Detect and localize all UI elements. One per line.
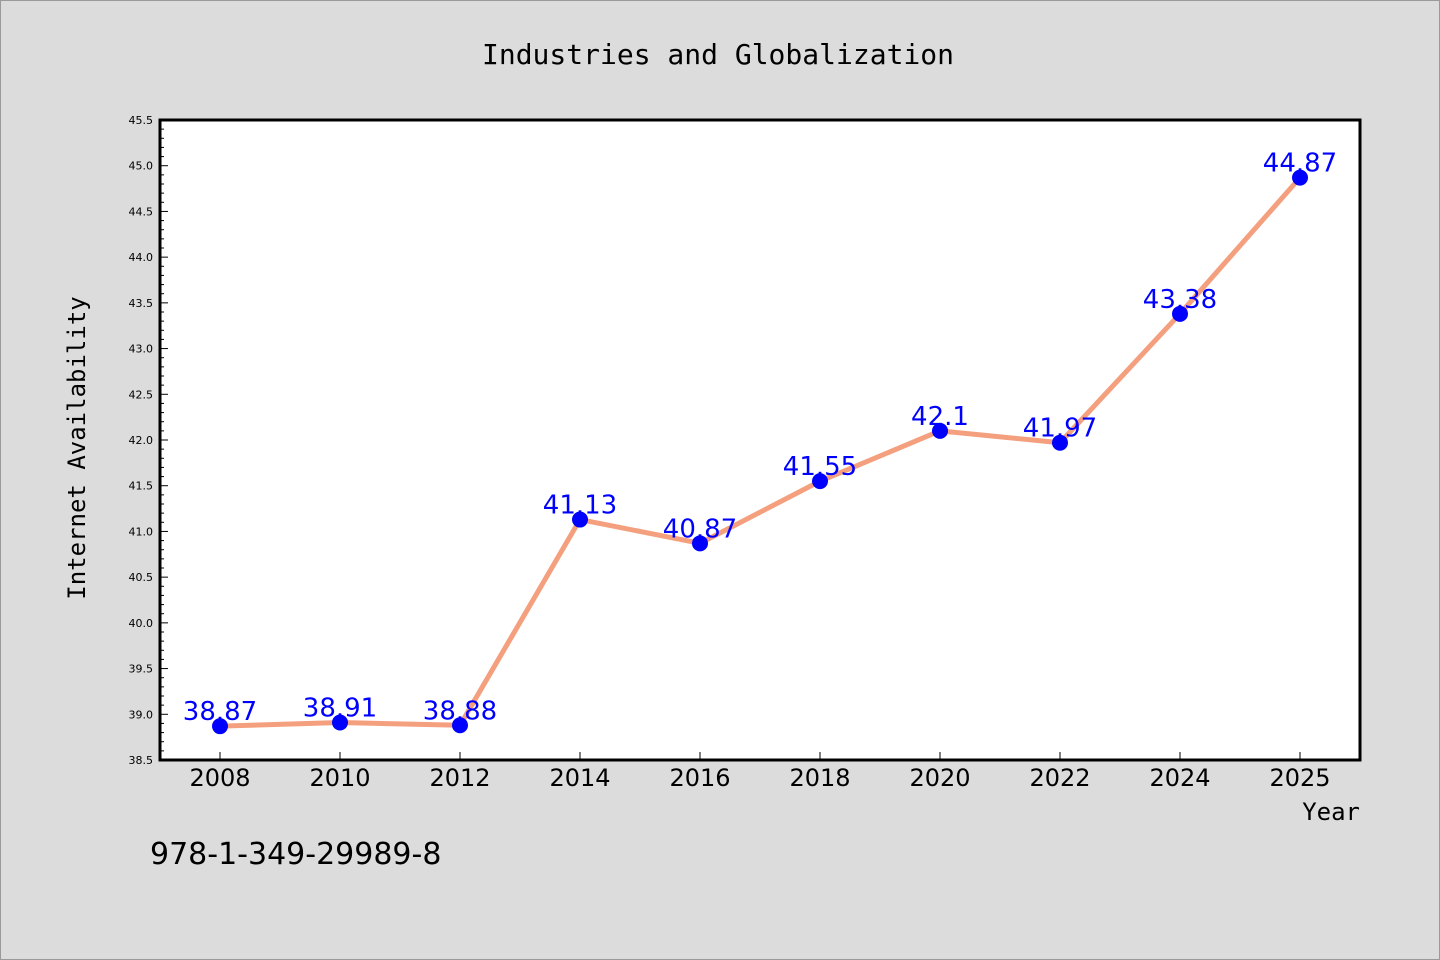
data-point	[1052, 434, 1068, 451]
x-tick-label: 2018	[789, 764, 850, 792]
y-tick-label: 43.0	[129, 343, 154, 356]
y-tick-label: 45.0	[129, 160, 154, 173]
x-axis: 2008 2010 2012 2014 2016 2018 2020 2022 2024 2025	[189, 752, 1331, 792]
y-tick-label: 40.5	[129, 571, 154, 584]
y-tick-label: 43.5	[129, 297, 154, 310]
data-label: 38.88	[423, 696, 497, 726]
y-tick-label: 44.0	[129, 251, 154, 264]
data-point	[932, 422, 948, 439]
chart-title: Industries and Globalization	[482, 38, 954, 71]
y-tick-label: 40.0	[129, 617, 154, 630]
y-tick-label: 41.5	[129, 480, 154, 493]
data-label: 42.1	[911, 402, 969, 432]
y-tick-label: 42.5	[129, 388, 154, 401]
x-tick-label: 2016	[669, 764, 730, 792]
data-point	[1292, 169, 1308, 186]
x-tick-label: 2008	[189, 764, 250, 792]
y-axis-label: Internet Availability	[63, 296, 91, 599]
x-tick-label: 2014	[549, 764, 610, 792]
data-point	[1172, 305, 1188, 322]
data-point	[332, 714, 348, 731]
series: 38.87 38.91 38.88 41.13 40.87 41.55 42.1 41.97 4…	[183, 149, 1337, 735]
data-label: 43.38	[1143, 285, 1217, 315]
y-tick-label: 41.0	[129, 525, 154, 538]
data-label: 44.87	[1263, 149, 1337, 179]
y-tick-label: 39.0	[129, 708, 154, 721]
y-tick-label: 44.5	[129, 205, 154, 218]
data-point	[692, 535, 708, 552]
x-axis-label: Year	[1302, 798, 1360, 826]
data-label: 41.97	[1023, 414, 1097, 444]
data-label: 40.87	[663, 514, 737, 544]
x-tick-label: 2024	[1149, 764, 1210, 792]
x-tick-label: 2010	[309, 764, 370, 792]
y-tick-label: 38.5	[129, 754, 154, 767]
data-label: 38.91	[303, 694, 377, 724]
x-tick-label: 2012	[429, 764, 490, 792]
data-point	[572, 511, 588, 528]
y-tick-label: 39.5	[129, 663, 154, 676]
data-label: 41.13	[543, 491, 617, 521]
y-tick-label: 42.0	[129, 434, 154, 447]
data-point	[452, 717, 468, 734]
y-tick-label: 45.5	[129, 114, 154, 127]
x-tick-label: 2025	[1269, 764, 1330, 792]
y-axis: 38.5 39.0 39.5 40.0 40.5 41.0 41.5 42.0 42.5 43.0…	[129, 114, 168, 767]
x-tick-label: 2020	[909, 764, 970, 792]
data-label: 41.55	[783, 452, 857, 482]
isbn-text: 978-1-349-29989-8	[150, 837, 441, 872]
plot-area	[158, 118, 1362, 762]
x-tick-label: 2022	[1029, 764, 1090, 792]
series-line	[217, 175, 1303, 729]
data-point	[212, 718, 228, 735]
data-label: 38.87	[183, 697, 257, 727]
data-point	[812, 473, 828, 490]
